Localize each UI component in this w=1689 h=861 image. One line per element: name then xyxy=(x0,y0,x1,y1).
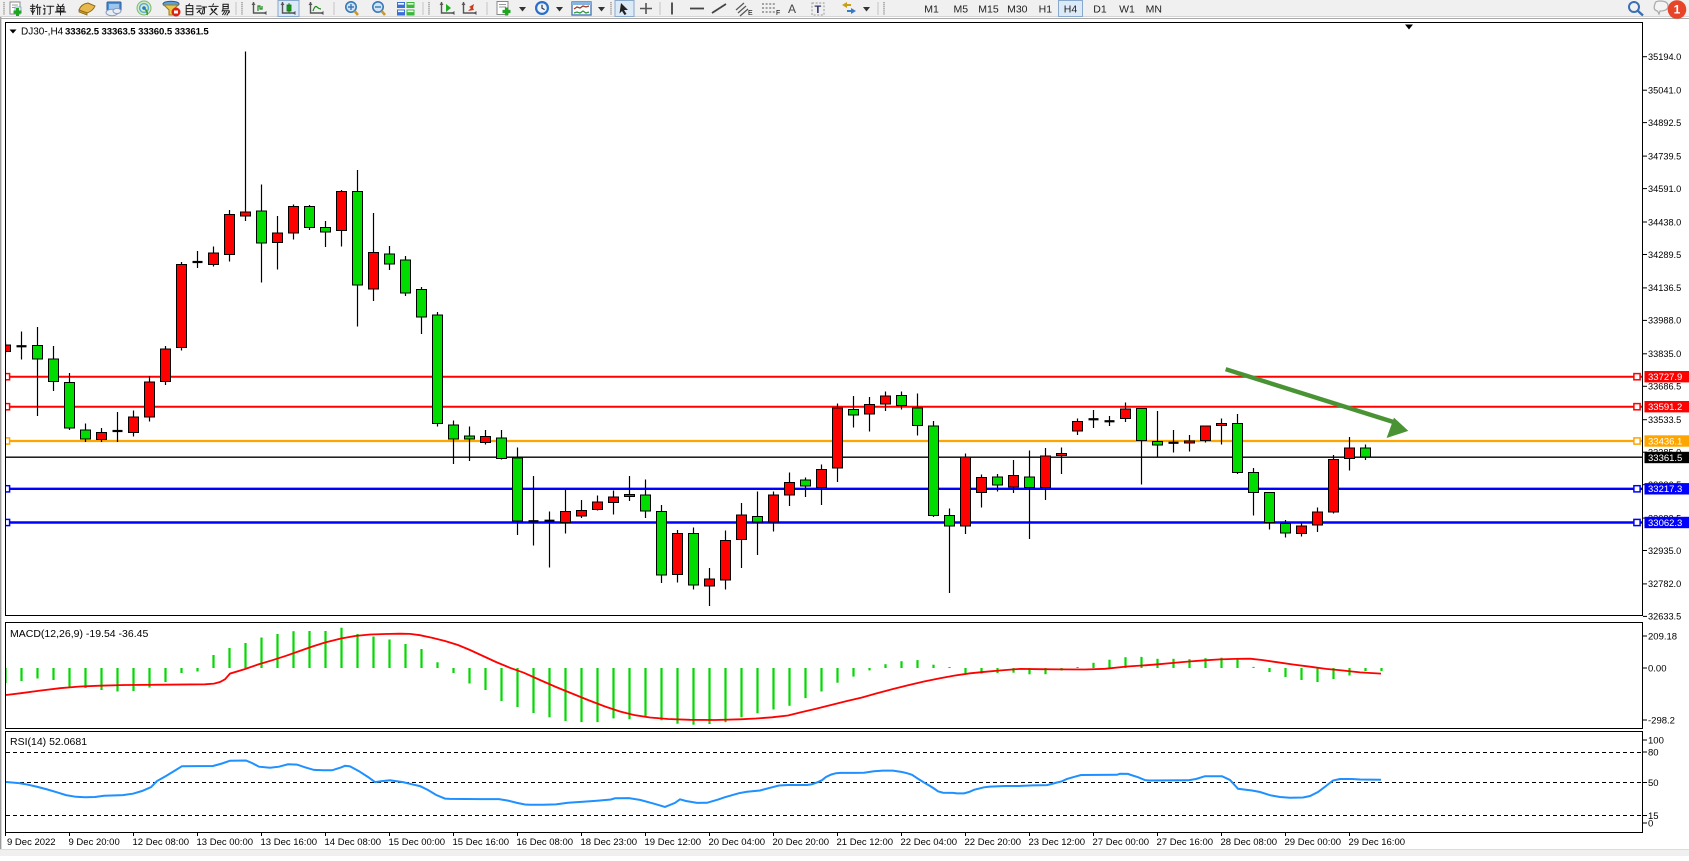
svg-text:W1: W1 xyxy=(1119,4,1135,16)
svg-text:H4: H4 xyxy=(1064,4,1078,16)
svg-text:T: T xyxy=(815,4,822,16)
svg-text:32782.0: 32782.0 xyxy=(1648,579,1681,589)
svg-text:13 Dec 00:00: 13 Dec 00:00 xyxy=(197,837,254,848)
svg-text:22 Dec 20:00: 22 Dec 20:00 xyxy=(965,837,1022,848)
svg-text:0: 0 xyxy=(1648,818,1653,829)
svg-text:34591.0: 34591.0 xyxy=(1648,184,1681,194)
svg-text:19 Dec 12:00: 19 Dec 12:00 xyxy=(645,837,702,848)
svg-text:34289.5: 34289.5 xyxy=(1648,250,1681,260)
svg-text:32935.0: 32935.0 xyxy=(1648,546,1681,556)
svg-text:-298.2: -298.2 xyxy=(1648,715,1675,726)
svg-text:33362.5 33363.5 33360.5 33361.: 33362.5 33363.5 33360.5 33361.5 xyxy=(65,27,209,38)
svg-text:33988.0: 33988.0 xyxy=(1648,316,1681,326)
svg-text:100: 100 xyxy=(1648,735,1664,746)
svg-text:80: 80 xyxy=(1648,747,1659,758)
svg-text:33062.3: 33062.3 xyxy=(1648,518,1682,529)
svg-text:9 Dec 2022: 9 Dec 2022 xyxy=(7,837,56,848)
svg-text:MACD(12,26,9) -19.54 -36.45: MACD(12,26,9) -19.54 -36.45 xyxy=(10,628,148,640)
svg-text:M15: M15 xyxy=(978,4,999,16)
svg-text:35194.0: 35194.0 xyxy=(1648,52,1681,62)
svg-text:RSI(14) 52.0681: RSI(14) 52.0681 xyxy=(10,736,87,748)
svg-text:M1: M1 xyxy=(924,4,939,16)
svg-text:29 Dec 16:00: 29 Dec 16:00 xyxy=(1349,837,1406,848)
svg-text:15 Dec 00:00: 15 Dec 00:00 xyxy=(389,837,446,848)
svg-text:34739.5: 34739.5 xyxy=(1648,151,1681,161)
svg-text:34892.5: 34892.5 xyxy=(1648,118,1681,128)
svg-text:A: A xyxy=(788,2,796,16)
svg-text:33835.0: 33835.0 xyxy=(1648,349,1681,359)
svg-text:33591.2: 33591.2 xyxy=(1648,402,1682,413)
svg-text:0.00: 0.00 xyxy=(1648,663,1667,674)
svg-text:DJ30-,H4: DJ30-,H4 xyxy=(21,27,64,38)
svg-text:20 Dec 20:00: 20 Dec 20:00 xyxy=(773,837,830,848)
svg-text:32633.5: 32633.5 xyxy=(1648,612,1681,622)
svg-text:27 Dec 16:00: 27 Dec 16:00 xyxy=(1157,837,1214,848)
svg-text:12 Dec 08:00: 12 Dec 08:00 xyxy=(133,837,190,848)
svg-text:29 Dec 00:00: 29 Dec 00:00 xyxy=(1285,837,1342,848)
svg-text:MN: MN xyxy=(1146,4,1162,16)
svg-text:15 Dec 16:00: 15 Dec 16:00 xyxy=(453,837,510,848)
svg-text:33533.5: 33533.5 xyxy=(1648,415,1681,425)
svg-text:D1: D1 xyxy=(1093,4,1107,16)
svg-text:50: 50 xyxy=(1648,778,1659,789)
svg-text:14 Dec 08:00: 14 Dec 08:00 xyxy=(325,837,382,848)
svg-text:22 Dec 04:00: 22 Dec 04:00 xyxy=(901,837,958,848)
svg-text:34438.0: 34438.0 xyxy=(1648,217,1681,227)
svg-text:M5: M5 xyxy=(954,4,969,16)
svg-text:1: 1 xyxy=(1674,3,1681,17)
svg-text:33217.3: 33217.3 xyxy=(1648,484,1682,495)
svg-text:27 Dec 00:00: 27 Dec 00:00 xyxy=(1093,837,1150,848)
svg-text:209.18: 209.18 xyxy=(1648,631,1677,642)
svg-text:35041.0: 35041.0 xyxy=(1648,86,1681,96)
svg-text:33727.9: 33727.9 xyxy=(1648,372,1682,383)
svg-text:21 Dec 12:00: 21 Dec 12:00 xyxy=(837,837,894,848)
svg-text:20 Dec 04:00: 20 Dec 04:00 xyxy=(709,837,766,848)
svg-text:H1: H1 xyxy=(1039,4,1053,16)
svg-text:33436.1: 33436.1 xyxy=(1648,436,1682,447)
svg-text:23 Dec 12:00: 23 Dec 12:00 xyxy=(1029,837,1086,848)
svg-text:M30: M30 xyxy=(1007,4,1028,16)
svg-text:F: F xyxy=(776,10,780,17)
svg-text:28 Dec 08:00: 28 Dec 08:00 xyxy=(1221,837,1278,848)
svg-text:34136.5: 34136.5 xyxy=(1648,283,1681,293)
svg-text:18 Dec 23:00: 18 Dec 23:00 xyxy=(581,837,638,848)
svg-text:33361.5: 33361.5 xyxy=(1648,453,1682,464)
svg-text:E: E xyxy=(748,10,753,17)
svg-text:9 Dec 20:00: 9 Dec 20:00 xyxy=(69,837,120,848)
svg-text:13 Dec 16:00: 13 Dec 16:00 xyxy=(261,837,318,848)
svg-text:16 Dec 08:00: 16 Dec 08:00 xyxy=(517,837,574,848)
